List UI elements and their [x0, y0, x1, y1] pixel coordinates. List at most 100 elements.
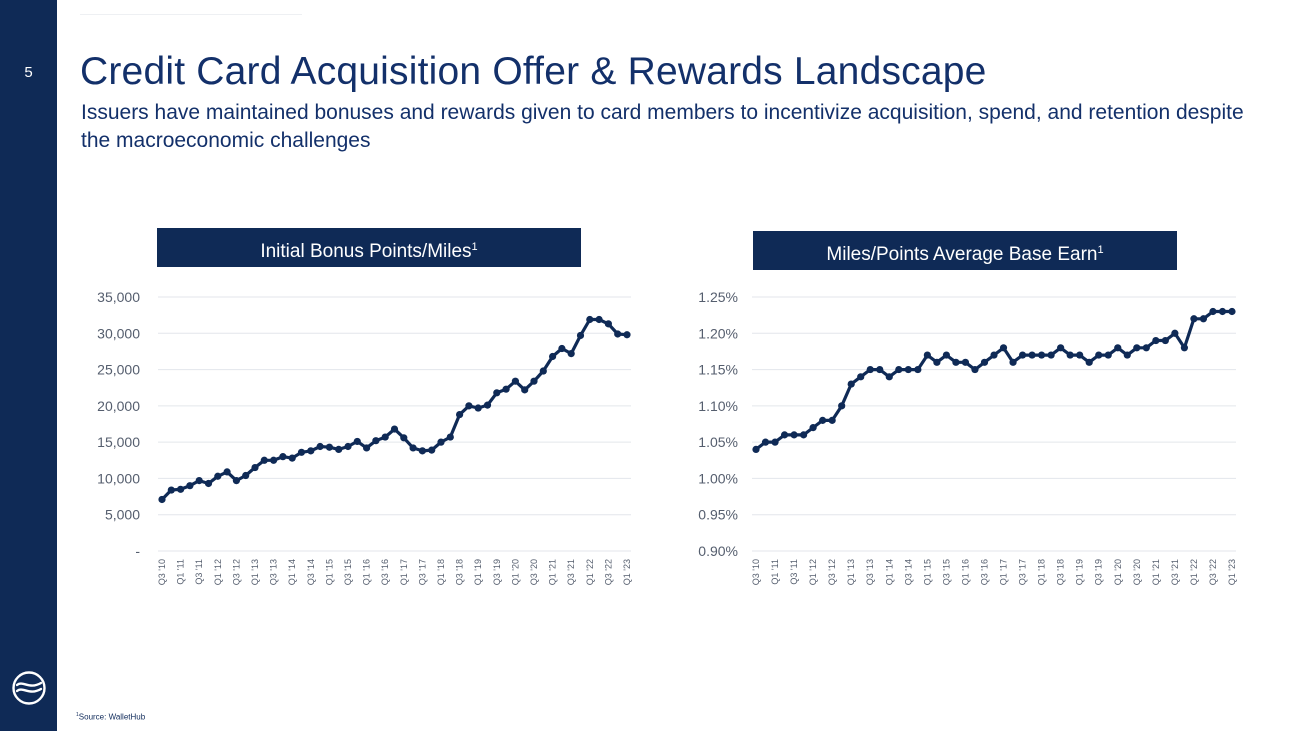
bonus-x-tick-label: Q3 '19 [492, 559, 502, 585]
bonus-x-tick-label: Q1 '21 [548, 559, 558, 585]
bonus-data-point [167, 486, 175, 494]
earn-series-line [754, 309, 1234, 451]
bonus-data-point [437, 438, 445, 446]
earn-data-point [1009, 358, 1017, 366]
bonus-data-point [260, 456, 268, 464]
bonus-x-tick-label: Q3 '10 [157, 559, 167, 585]
bonus-data-point [623, 331, 631, 339]
earn-data-point [876, 365, 884, 374]
bonus-x-tick-label: Q1 '15 [324, 559, 334, 585]
bonus-data-point [381, 433, 389, 441]
earn-x-tick-label: Q1 '23 [1227, 559, 1237, 585]
earn-x-tick-label: Q1 '11 [770, 559, 780, 585]
bonus-data-point [446, 433, 454, 441]
earn-data-point [1104, 351, 1112, 359]
bonus-data-point [586, 315, 594, 324]
earn-x-tick-label: Q3 '13 [865, 559, 875, 585]
earn-data-point [904, 365, 912, 374]
chart-title-earn: Miles/Points Average Base Earn1 [753, 231, 1177, 270]
bonus-data-point [251, 463, 259, 472]
earn-data-point [895, 365, 903, 374]
earn-data-point [857, 373, 865, 381]
earn-data-point [1057, 344, 1065, 352]
bonus-data-point [539, 367, 547, 375]
bonus-x-tick-label: Q3 '11 [194, 559, 204, 585]
bonus-data-point [335, 445, 343, 453]
page-number: 5 [24, 64, 33, 81]
bonus-data-point [232, 477, 240, 485]
bonus-data-point [297, 448, 306, 456]
bonus-data-point [595, 315, 603, 324]
earn-x-tick-label: Q1 '20 [1113, 559, 1123, 585]
bonus-y-tick-label: 30,000 [97, 325, 140, 341]
earn-data-point [1199, 315, 1208, 323]
bonus-data-point [521, 386, 529, 394]
bonus-x-tick-label: Q3 '18 [455, 559, 465, 585]
earn-y-tick-label: 1.20% [698, 325, 738, 341]
bonus-y-tick-label: - [135, 543, 140, 559]
earn-data-point [1161, 336, 1169, 345]
bonus-x-tick-label: Q3 '15 [343, 559, 353, 585]
earn-x-tick-label: Q3 '22 [1208, 559, 1218, 585]
bonus-x-tick-label: Q1 '16 [362, 559, 372, 585]
earn-data-point [1123, 351, 1131, 359]
earn-x-tick-label: Q1 '17 [999, 559, 1009, 585]
bonus-data-point [390, 425, 399, 433]
earn-data-point [1190, 315, 1198, 323]
earn-y-tick-label: 1.25% [698, 289, 738, 305]
earn-data-point [942, 351, 951, 359]
source-footnote: 1Source: WalletHub [76, 712, 145, 722]
earn-x-tick-label: Q3 '11 [789, 559, 799, 585]
circle-wave-logo-icon [12, 671, 46, 705]
bonus-x-tick-label: Q3 '13 [269, 559, 279, 585]
bonus-data-point [456, 410, 464, 419]
earn-data-point [838, 402, 846, 410]
chart-title-bonus-sup: 1 [471, 241, 478, 253]
sidebar: 5 [0, 0, 57, 731]
bonus-data-point [530, 377, 538, 385]
bonus-data-point [195, 477, 203, 485]
page-title: Credit Card Acquisition Offer & Rewards … [80, 50, 987, 93]
bonus-x-tick-label: Q1 '11 [176, 559, 186, 585]
earn-data-point [971, 365, 979, 374]
earn-x-tick-label: Q1 '15 [922, 559, 932, 585]
earn-data-point [1066, 351, 1074, 359]
earn-data-point [800, 431, 808, 439]
header-divider [80, 14, 302, 15]
earn-y-tick-label: 1.00% [698, 470, 738, 486]
earn-y-tick-label: 1.05% [698, 434, 738, 450]
chart-title-bonus: Initial Bonus Points/Miles1 [157, 228, 581, 267]
earn-x-tick-label: Q3 '20 [1132, 559, 1142, 585]
earn-data-point [980, 358, 989, 366]
earn-x-tick-label: Q1 '19 [1075, 559, 1085, 585]
earn-data-point [1142, 344, 1150, 352]
bonus-data-point [158, 495, 166, 504]
bonus-data-point [288, 454, 296, 462]
earn-data-point [828, 416, 836, 424]
earn-data-point [1171, 329, 1179, 337]
earn-data-point [819, 416, 827, 424]
bonus-y-tick-label: 5,000 [105, 507, 140, 523]
earn-x-tick-label: Q3 '18 [1056, 559, 1066, 585]
bonus-data-point [307, 447, 315, 455]
earn-data-point [1133, 344, 1141, 352]
bonus-y-tick-label: 25,000 [97, 362, 140, 378]
earn-y-tick-label: 1.15% [698, 362, 738, 378]
earn-data-point [771, 438, 779, 446]
earn-data-point [952, 358, 960, 366]
earn-data-point [1180, 344, 1188, 352]
earn-data-point [847, 380, 855, 388]
earn-y-tick-label: 1.10% [698, 398, 738, 414]
bonus-x-tick-label: Q3 '14 [306, 559, 316, 585]
bonus-x-tick-label: Q1 '18 [436, 559, 446, 585]
earn-x-tick-label: Q3 '15 [941, 559, 951, 585]
bonus-data-point [474, 404, 482, 412]
earn-data-point [1228, 307, 1236, 316]
earn-data-point [923, 351, 931, 359]
earn-x-tick-label: Q1 '12 [808, 559, 818, 585]
earn-data-point [866, 365, 874, 374]
bonus-data-point [502, 385, 510, 393]
bonus-x-tick-label: Q1 '20 [510, 559, 520, 585]
